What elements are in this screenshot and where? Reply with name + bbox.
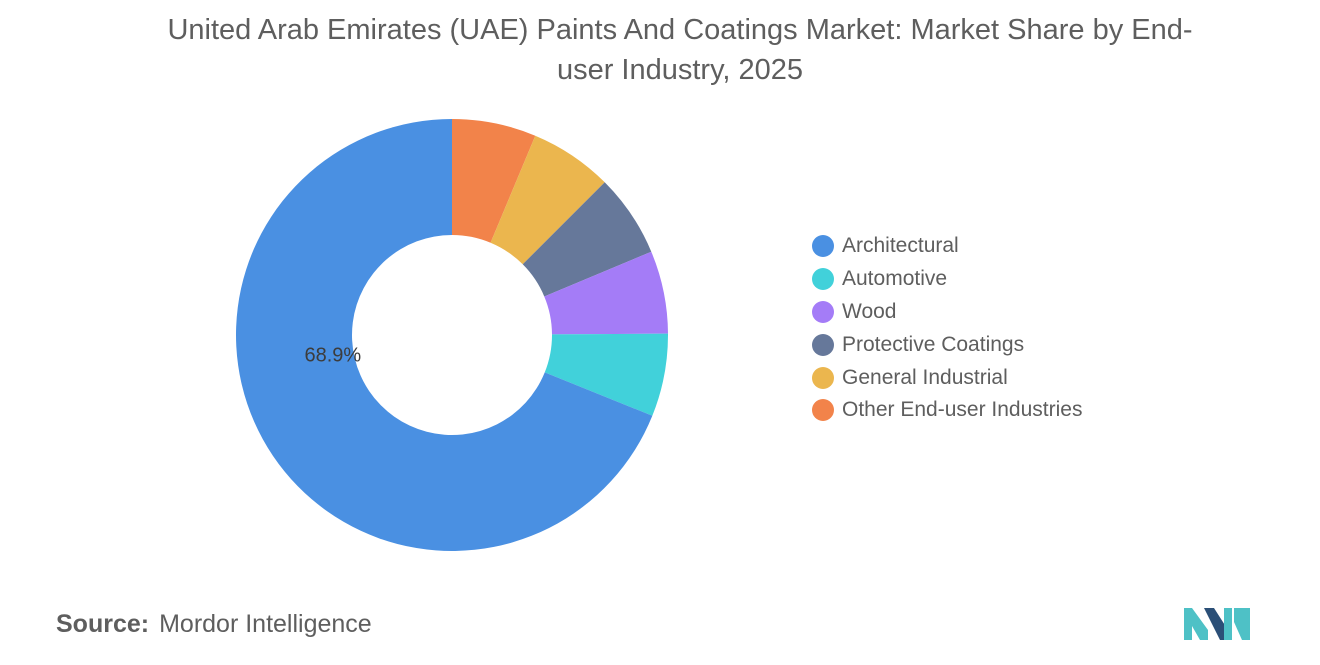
legend-swatch-other-end-user-industries (812, 399, 834, 422)
mordor-intelligence-logo-icon (1184, 608, 1250, 640)
legend-item-wood: Wood (812, 296, 1082, 329)
slice-architectural (235, 119, 653, 551)
legend-label-architectural: Architectural (842, 234, 959, 258)
slice-protective-coatings (522, 182, 652, 297)
slice-automotive (544, 333, 668, 416)
legend-swatch-architectural (812, 235, 834, 258)
legend-swatch-protective-coatings (812, 333, 834, 356)
source-note: Source: Mordor Intelligence (56, 610, 372, 639)
source-name: Mordor Intelligence (159, 610, 372, 638)
slice-other-end-user-industries (452, 119, 536, 243)
source-label: Source: (56, 610, 150, 638)
slice-wood (544, 251, 668, 335)
legend-item-architectural: Architectural (812, 230, 1082, 263)
chart-legend: Architectural Automotive Wood Protective Co… (812, 230, 1082, 427)
legend-item-general-industrial: General Industrial (812, 361, 1082, 394)
data-label-architectural: 68.9% (304, 344, 361, 366)
slice-general-industrial (490, 135, 605, 265)
legend-swatch-general-industrial (812, 366, 834, 389)
legend-item-protective-coatings: Protective Coatings (812, 328, 1082, 361)
legend-label-automotive: Automotive (842, 267, 948, 291)
donut-data-labels: 68.9% (304, 344, 361, 366)
legend-label-other-end-user-industries: Other End-user Industries (842, 398, 1083, 422)
donut-slices (235, 119, 668, 551)
legend-item-automotive: Automotive (812, 263, 1082, 296)
chart-title: United Arab Emirates (UAE) Paints And Co… (167, 14, 1193, 86)
legend-item-other-end-user-industries: Other End-user Industries (812, 394, 1082, 427)
legend-swatch-automotive (812, 268, 834, 291)
legend-label-wood: Wood (842, 299, 897, 323)
legend-label-protective-coatings: Protective Coatings (842, 332, 1025, 356)
legend-label-general-industrial: General Industrial (842, 365, 1008, 389)
legend-swatch-wood (812, 300, 834, 323)
